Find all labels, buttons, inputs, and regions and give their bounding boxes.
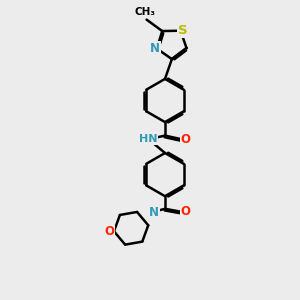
Text: N: N bbox=[150, 42, 160, 55]
Text: O: O bbox=[181, 205, 191, 218]
Text: HN: HN bbox=[139, 134, 158, 144]
Text: N: N bbox=[149, 206, 159, 219]
Text: CH₃: CH₃ bbox=[135, 7, 156, 16]
Text: O: O bbox=[104, 225, 115, 238]
Text: O: O bbox=[181, 133, 191, 146]
Text: S: S bbox=[178, 24, 188, 37]
